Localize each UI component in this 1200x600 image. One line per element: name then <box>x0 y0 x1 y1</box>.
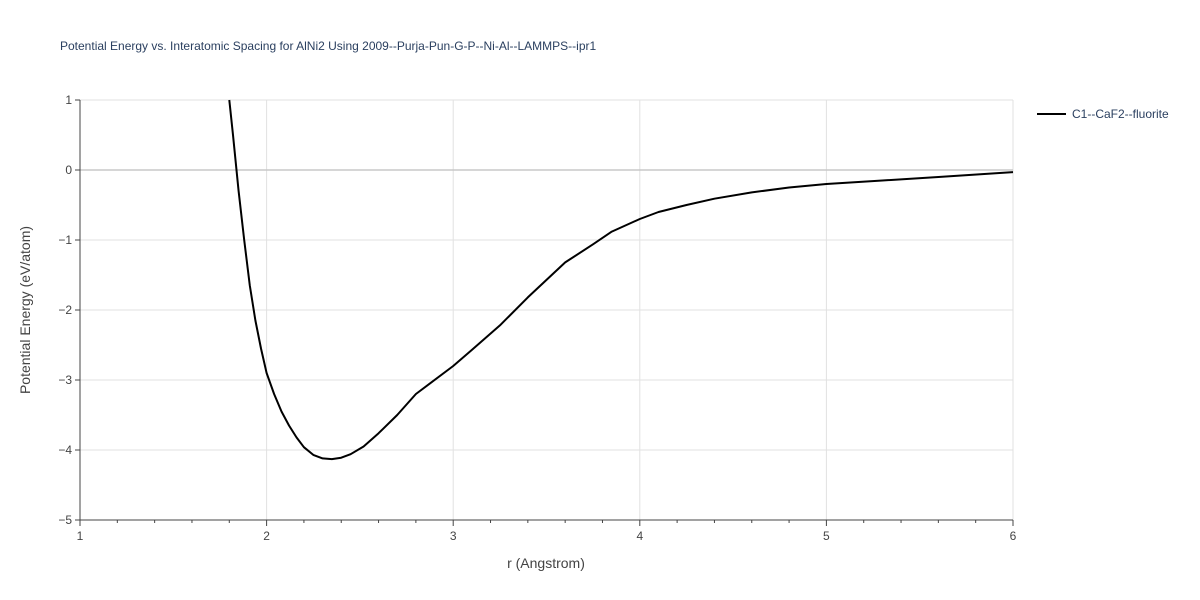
x-tick-label: 2 <box>263 529 270 543</box>
legend-label: C1--CaF2--fluorite <box>1072 107 1169 121</box>
x-tick-label: 3 <box>450 529 457 543</box>
gridlines <box>80 99 1014 520</box>
y-axis-title: Potential Energy (eV/atom) <box>17 226 33 394</box>
y-tick-label: −5 <box>58 513 72 527</box>
x-tick-label: 6 <box>1010 529 1017 543</box>
chart-title: Potential Energy vs. Interatomic Spacing… <box>60 39 597 53</box>
y-tick-label: −2 <box>58 303 72 317</box>
x-tick-label: 5 <box>823 529 830 543</box>
x-tick-label: 4 <box>636 529 643 543</box>
x-tick-label: 1 <box>77 529 84 543</box>
x-axis-title: r (Angstrom) <box>507 555 585 571</box>
y-tick-label: 0 <box>65 163 72 177</box>
y-tick-label: 1 <box>65 93 72 107</box>
legend[interactable]: C1--CaF2--fluorite <box>1037 107 1169 121</box>
axes: 1 2 3 4 5 6 1 0 −1 −2 −3 −4 −5 <box>58 93 1016 543</box>
y-tick-label: −3 <box>58 373 72 387</box>
series-layer <box>228 99 1014 461</box>
series-line-0 <box>228 99 1014 461</box>
y-tick-label: −4 <box>58 443 72 457</box>
y-tick-label: −1 <box>58 233 72 247</box>
